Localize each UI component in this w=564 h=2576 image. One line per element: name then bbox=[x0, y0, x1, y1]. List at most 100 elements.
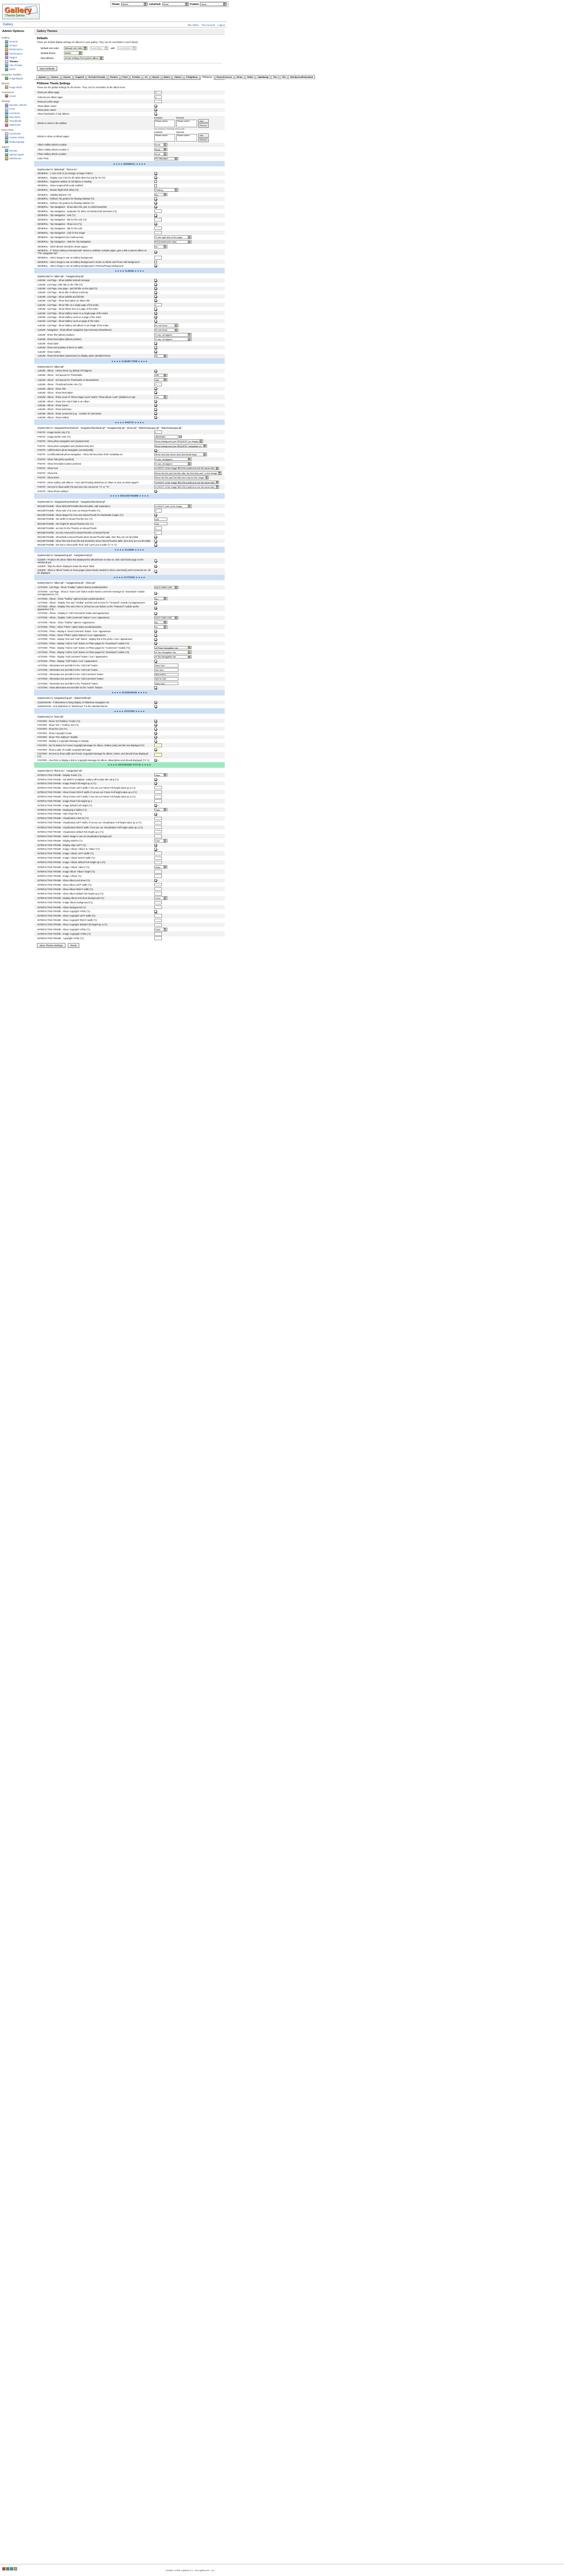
theme-selector-bar[interactable]: Theme: Matrix ▼ ColorPack: None ▼ Frames… bbox=[110, 1, 229, 7]
setting-text-input[interactable] bbox=[154, 743, 162, 747]
setting-text-input[interactable] bbox=[154, 90, 162, 95]
setting-select[interactable]: To top, all aligned ▼ bbox=[154, 462, 192, 466]
setting-checkbox[interactable] bbox=[154, 350, 157, 353]
setting-checkbox[interactable] bbox=[154, 214, 157, 217]
setting-checkbox[interactable] bbox=[154, 311, 157, 315]
setting-checkbox[interactable] bbox=[154, 879, 157, 882]
setting-select[interactable]: None ▼ bbox=[154, 152, 167, 156]
setting-checkbox[interactable] bbox=[154, 591, 157, 595]
sidebar-item-link-items[interactable]: Link Items bbox=[0, 111, 33, 115]
setting-checkbox[interactable] bbox=[154, 287, 157, 290]
setting-text-input[interactable] bbox=[154, 256, 162, 260]
setting-checkbox[interactable] bbox=[154, 408, 157, 411]
new-albums-select[interactable]: Inherit settings from parent album ▼ bbox=[64, 56, 104, 61]
tab-pgtheme[interactable]: PGtheme bbox=[200, 74, 214, 80]
color-swatch[interactable] bbox=[179, 435, 182, 439]
setting-checkbox[interactable] bbox=[154, 222, 157, 226]
setting-checkbox[interactable] bbox=[154, 910, 157, 913]
setting-checkbox[interactable] bbox=[154, 513, 157, 517]
setting-select[interactable]: Time ▼ bbox=[154, 839, 167, 843]
setting-checkbox[interactable] bbox=[154, 299, 157, 303]
setting-select[interactable]: To top, all aligned ▼ bbox=[154, 333, 192, 337]
setting-checkbox[interactable] bbox=[154, 279, 157, 282]
setting-text-input[interactable] bbox=[154, 668, 178, 672]
tab-pglightbox[interactable]: PGlightbox bbox=[184, 74, 200, 79]
setting-checkbox[interactable] bbox=[154, 250, 157, 254]
setting-checkbox[interactable] bbox=[154, 416, 157, 419]
available-blocks-list[interactable]: Please select bbox=[154, 133, 175, 142]
sidebar-item-multilanguage[interactable]: MultiLanguage bbox=[0, 140, 33, 144]
setting-text-input[interactable] bbox=[154, 870, 162, 874]
setting-checkbox[interactable] bbox=[154, 705, 157, 708]
setting-checkbox[interactable] bbox=[154, 564, 157, 568]
setting-text-input[interactable] bbox=[154, 852, 162, 855]
setting-checkbox[interactable] bbox=[154, 844, 157, 847]
sidebar-item-maintenance[interactable]: Maintenance bbox=[0, 47, 33, 51]
remove-block-button[interactable]: Remove bbox=[198, 138, 209, 142]
setting-checkbox[interactable] bbox=[154, 660, 157, 663]
setting-select[interactable]: at Top Navigation bar ▼ bbox=[154, 655, 192, 659]
setting-text-input[interactable] bbox=[154, 430, 162, 434]
setting-select[interactable]: at Photo Navigation bar ▼ bbox=[154, 645, 192, 650]
setting-select[interactable]: To the right side of the page ▼ bbox=[154, 235, 192, 239]
remove-block-button[interactable]: Remove bbox=[198, 123, 209, 128]
colorpack-select[interactable]: None ▼ bbox=[162, 2, 189, 6]
sidebar-item-remote[interactable]: Remote bbox=[0, 149, 33, 153]
sidebar-item-web-server[interactable]: Web/Server bbox=[0, 157, 33, 160]
setting-checkbox[interactable] bbox=[154, 601, 157, 605]
tab-wordpressembedded[interactable]: WordpressEmbedded bbox=[288, 74, 315, 79]
setting-checkbox[interactable] bbox=[154, 848, 157, 851]
setting-checkbox[interactable] bbox=[154, 264, 157, 268]
setting-checkbox[interactable] bbox=[154, 642, 157, 645]
tab-eclecticthreads[interactable]: EclecticThreads bbox=[86, 74, 107, 79]
sidebar-item-performance[interactable]: Performance bbox=[0, 52, 33, 56]
setting-text-input[interactable] bbox=[154, 209, 162, 213]
tab-g1[interactable]: G1 bbox=[143, 74, 150, 79]
setting-text-input[interactable] bbox=[154, 382, 162, 386]
setting-checkbox[interactable] bbox=[154, 391, 157, 395]
setting-select[interactable]: No ▼ bbox=[154, 354, 167, 358]
setting-checkbox[interactable] bbox=[154, 308, 157, 311]
save-theme-settings-button[interactable]: Save Theme Settings bbox=[37, 942, 66, 949]
setting-text-input[interactable] bbox=[154, 901, 162, 905]
setting-checkbox[interactable] bbox=[154, 400, 157, 403]
sidebar-item-custom-fields[interactable]: Custom Fields bbox=[0, 136, 33, 139]
setting-checkbox[interactable] bbox=[154, 291, 157, 294]
sidebar-item-users[interactable]: Users bbox=[0, 67, 33, 71]
tab-ajaxian[interactable]: Ajaxian bbox=[36, 74, 48, 79]
tab-splatbang[interactable]: Splatbang bbox=[256, 74, 270, 79]
setting-text-input[interactable] bbox=[154, 677, 178, 681]
setting-text-input[interactable] bbox=[154, 672, 178, 676]
sidebar-item-new-items[interactable]: New Items bbox=[0, 115, 33, 119]
tab-nature[interactable]: Nature bbox=[172, 74, 184, 79]
setting-text-input[interactable] bbox=[154, 860, 162, 865]
setting-text-input[interactable] bbox=[154, 918, 162, 922]
link-logout[interactable]: Logout bbox=[218, 24, 225, 26]
setting-checkbox[interactable] bbox=[154, 197, 157, 201]
setting-text-input[interactable] bbox=[154, 799, 162, 803]
setting-select[interactable]: No ▼ bbox=[154, 192, 167, 197]
setting-select[interactable]: Color ▼ bbox=[154, 927, 167, 931]
sidebar-item-image-block[interactable]: Image Block bbox=[0, 85, 33, 89]
setting-text-input[interactable] bbox=[154, 303, 162, 307]
setting-select[interactable]: To top, all aligned ▼ bbox=[154, 457, 192, 461]
setting-checkbox[interactable] bbox=[154, 104, 157, 107]
setting-select[interactable]: Do not show ▼ bbox=[154, 328, 178, 332]
setting-select[interactable]: 180 ▼ bbox=[154, 373, 167, 378]
setting-select[interactable]: Do not show ▼ bbox=[154, 324, 178, 327]
setting-text-input[interactable] bbox=[154, 95, 162, 99]
setting-text-input[interactable] bbox=[154, 887, 162, 891]
setting-select[interactable]: In RIGHT of the image BELOW (method is n… bbox=[154, 480, 220, 484]
setting-text-input[interactable] bbox=[154, 521, 167, 526]
setting-checkbox[interactable] bbox=[154, 778, 157, 781]
setting-checkbox[interactable] bbox=[154, 346, 157, 349]
setting-text-input[interactable] bbox=[154, 526, 162, 530]
setting-text-input[interactable] bbox=[154, 531, 162, 535]
setting-checkbox[interactable] bbox=[154, 634, 157, 637]
tab-slider[interactable]: Slider bbox=[245, 74, 256, 79]
setting-text-input[interactable] bbox=[154, 874, 162, 878]
selected-blocks-list[interactable]: Please select bbox=[176, 133, 197, 142]
sidebar-item-general[interactable]: General bbox=[0, 40, 33, 44]
setting-select[interactable]: No ▼ bbox=[154, 620, 167, 624]
setting-text-input[interactable] bbox=[154, 923, 162, 927]
